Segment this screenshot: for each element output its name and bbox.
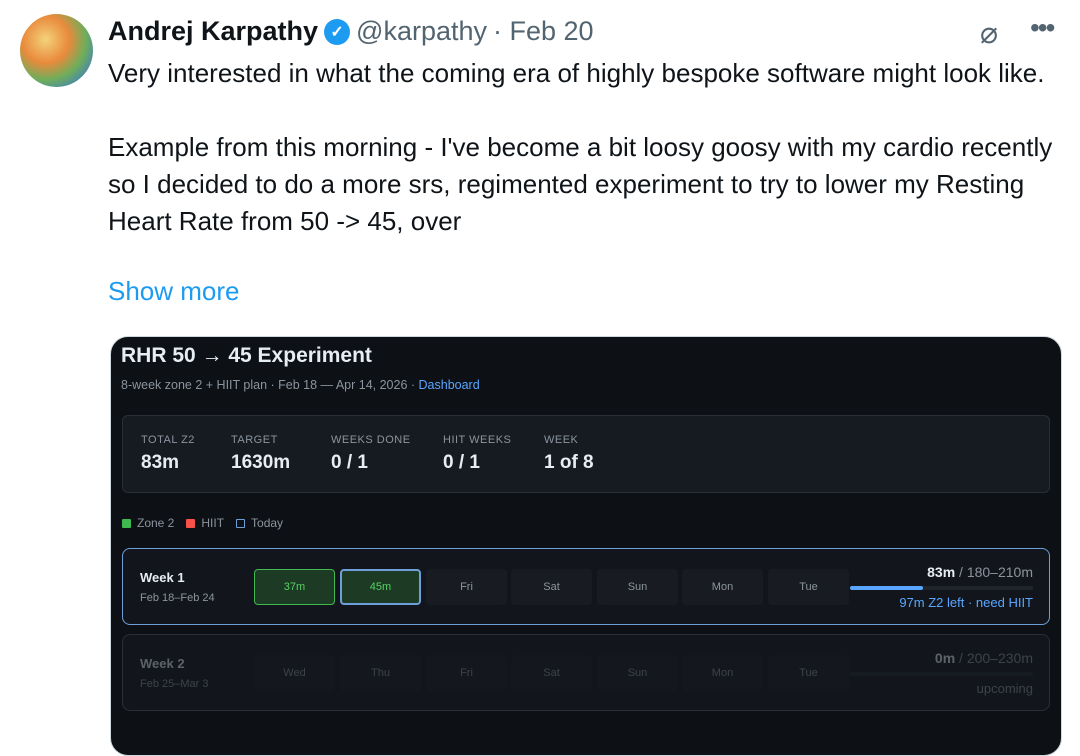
legend-label: HIIT (201, 516, 225, 530)
show-more-link[interactable]: Show more (108, 276, 240, 306)
day-cell[interactable]: Sat (511, 655, 592, 691)
stat-label: TARGET (231, 434, 278, 446)
stat-value: 0 / 1 (443, 452, 480, 473)
dashboard-title: RHR 50 → 45 Experiment (121, 344, 372, 367)
more-icon[interactable]: ••• (1030, 12, 1055, 43)
week-progress-bar (850, 586, 1033, 590)
stats-panel: TOTAL Z2 83m TARGET 1630m WEEKS DONE 0 / 1 HII… (122, 415, 1050, 493)
stat-label: TOTAL Z2 (141, 434, 195, 446)
day-cell[interactable]: Mon (682, 569, 763, 605)
tweet-date[interactable]: · Feb 20 (493, 16, 594, 46)
week-target: / 180–210m (955, 564, 1033, 580)
stat-value: 1630m (231, 452, 291, 473)
day-cell[interactable]: Sun (597, 569, 678, 605)
tweet-paragraph: Very interested in what the coming era o… (108, 58, 1045, 88)
legend-label: Zone 2 (137, 516, 175, 530)
day-cell[interactable]: 45m (340, 569, 421, 605)
day-cell[interactable]: Sat (511, 569, 592, 605)
verified-badge-icon: ✓ (324, 18, 351, 45)
week-done: 83m (927, 564, 956, 580)
week-label: Week 1 (140, 570, 185, 585)
week-target: / 200–230m (955, 650, 1033, 666)
week-progress-bar (850, 672, 1033, 676)
stat: WEEK 1 of 8 (544, 434, 594, 474)
dashboard-link[interactable]: Dashboard (418, 378, 480, 392)
legend: Zone 2 HIIT Today (122, 516, 283, 530)
week-dates: Feb 25–Mar 3 (140, 678, 209, 690)
author-name[interactable]: Andrej Karpathy (108, 16, 319, 46)
day-cell[interactable]: Sun (597, 655, 678, 691)
day-cell[interactable]: Thu (340, 655, 421, 691)
week-total: 0m / 200–230m (935, 650, 1033, 666)
dashboard-subtitle: 8-week zone 2 + HIIT plan · Feb 18 — Apr… (121, 378, 480, 392)
week-total: 83m / 180–210m (927, 564, 1033, 580)
day-cell[interactable]: Wed (254, 655, 335, 691)
legend-swatch (236, 519, 246, 528)
tweet-paragraph: Example from this morning - I've become … (108, 132, 1053, 236)
legend-label: Today (251, 516, 284, 530)
stat: TARGET 1630m (231, 434, 290, 474)
avatar[interactable] (20, 14, 93, 87)
attached-image[interactable]: RHR 50 → 45 Experiment 8-week zone 2 + H… (110, 336, 1062, 756)
legend-item: Today (236, 516, 283, 530)
stat-label: WEEK (544, 434, 579, 446)
stat-value: 0 / 1 (331, 452, 368, 473)
tweet-header: Andrej Karpathy ✓ @karpathy · Feb 20 (108, 16, 594, 47)
week-dates: Feb 18–Feb 24 (140, 592, 215, 604)
week-row[interactable]: Week 2 Feb 25–Mar 3 Wed Thu Fri Sat Sun Mon Tue… (122, 634, 1050, 711)
day-cell[interactable]: Mon (682, 655, 763, 691)
week-row[interactable]: Week 1 Feb 18–Feb 24 37m 45m Fri Sat Sun Mon Tu… (122, 548, 1050, 625)
legend-swatch (122, 519, 131, 528)
week-note: 97m Z2 left · need HIIT (899, 595, 1033, 610)
tweet-text: Very interested in what the coming era o… (108, 55, 1058, 277)
legend-item: Zone 2 (122, 516, 174, 530)
stat-label: HIIT WEEKS (443, 434, 512, 446)
progress-fill (850, 586, 924, 590)
day-cell[interactable]: Tue (768, 655, 849, 691)
legend-item: HIIT (186, 516, 224, 530)
subtitle-text: 8-week zone 2 + HIIT plan · Feb 18 — Apr… (121, 378, 419, 392)
author-handle[interactable]: @karpathy (356, 16, 488, 46)
day-cell[interactable]: Tue (768, 569, 849, 605)
stat-label: WEEKS DONE (331, 434, 411, 446)
day-cell[interactable]: Fri (426, 655, 507, 691)
stat-value: 1 of 8 (544, 452, 594, 473)
stat: WEEKS DONE 0 / 1 (331, 434, 411, 474)
day-cell[interactable]: Fri (426, 569, 507, 605)
grok-icon[interactable]: ⌀ (980, 17, 999, 50)
stat: HIIT WEEKS 0 / 1 (443, 434, 511, 474)
stat: TOTAL Z2 83m (141, 434, 195, 474)
day-cell[interactable]: 37m (254, 569, 335, 605)
week-label: Week 2 (140, 656, 185, 671)
week-done: 0m (934, 650, 956, 666)
legend-swatch (186, 519, 196, 528)
week-note: upcoming (976, 681, 1033, 696)
stat-value: 83m (141, 452, 180, 473)
